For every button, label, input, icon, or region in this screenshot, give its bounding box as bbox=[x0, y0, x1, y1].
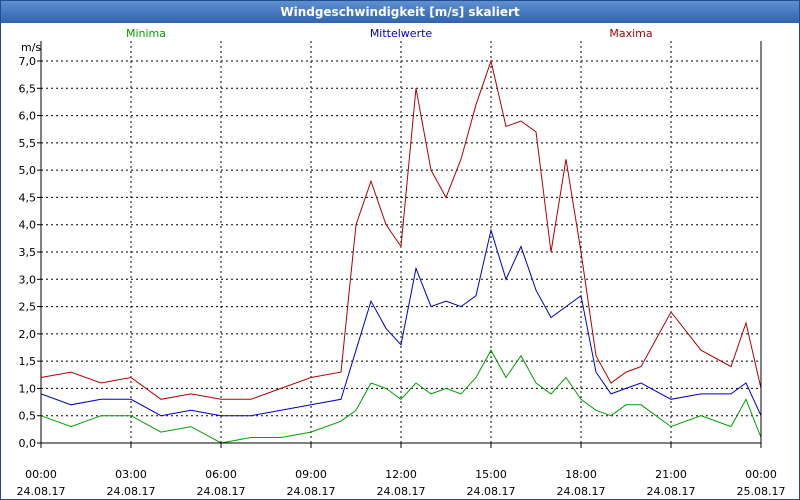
y-tick-label: 6,5 bbox=[19, 82, 37, 95]
x-tick-date: 24.08.17 bbox=[197, 485, 246, 498]
y-tick-label: 0,0 bbox=[19, 437, 37, 450]
y-tick-label: 4,0 bbox=[19, 219, 37, 232]
series-line-maxima bbox=[40, 59, 762, 400]
legend-minima: Minima bbox=[126, 27, 166, 40]
y-axis-label: m/s bbox=[21, 41, 41, 54]
x-tick-time: 06:00 bbox=[205, 468, 237, 481]
y-tick-label: 2,5 bbox=[19, 301, 37, 314]
y-tick-label: 3,0 bbox=[19, 273, 37, 286]
x-tick-date: 25.08.17 bbox=[737, 485, 786, 498]
x-tick-date: 24.08.17 bbox=[377, 485, 426, 498]
y-tick-label: 2,0 bbox=[19, 328, 37, 341]
x-tick-date: 24.08.17 bbox=[467, 485, 516, 498]
x-tick-date: 24.08.17 bbox=[287, 485, 336, 498]
x-tick-date: 24.08.17 bbox=[557, 485, 606, 498]
x-tick-time: 21:00 bbox=[655, 468, 687, 481]
x-tick-time: 03:00 bbox=[115, 468, 147, 481]
window-title: Windgeschwindigkeit [m/s] skaliert bbox=[1, 1, 799, 23]
y-tick-label: 5,5 bbox=[19, 137, 37, 150]
y-tick-label: 6,0 bbox=[19, 110, 37, 123]
x-tick-time: 09:00 bbox=[295, 468, 327, 481]
legend-maxima: Maxima bbox=[609, 27, 652, 40]
x-tick-date: 24.08.17 bbox=[647, 485, 696, 498]
series-line-mittelwerte bbox=[40, 228, 762, 417]
y-tick-label: 0,5 bbox=[19, 410, 37, 423]
y-tick-label: 1,0 bbox=[19, 382, 37, 395]
y-tick-label: 5,0 bbox=[19, 164, 37, 177]
y-tick-label: 4,5 bbox=[19, 191, 37, 204]
x-tick-time: 12:00 bbox=[385, 468, 417, 481]
x-tick-time: 15:00 bbox=[475, 468, 507, 481]
y-tick-label: 1,5 bbox=[19, 355, 37, 368]
y-tick-label: 7,0 bbox=[19, 55, 37, 68]
x-tick-time: 00:00 bbox=[25, 468, 57, 481]
legend-mittelwerte: Mittelwerte bbox=[370, 27, 433, 40]
x-tick-date: 24.08.17 bbox=[17, 485, 66, 498]
series-line-minima bbox=[40, 349, 762, 444]
x-tick-time: 18:00 bbox=[565, 468, 597, 481]
y-tick-label: 3,5 bbox=[19, 246, 37, 259]
x-tick-time: 00:00 bbox=[745, 468, 777, 481]
x-tick-date: 24.08.17 bbox=[107, 485, 156, 498]
